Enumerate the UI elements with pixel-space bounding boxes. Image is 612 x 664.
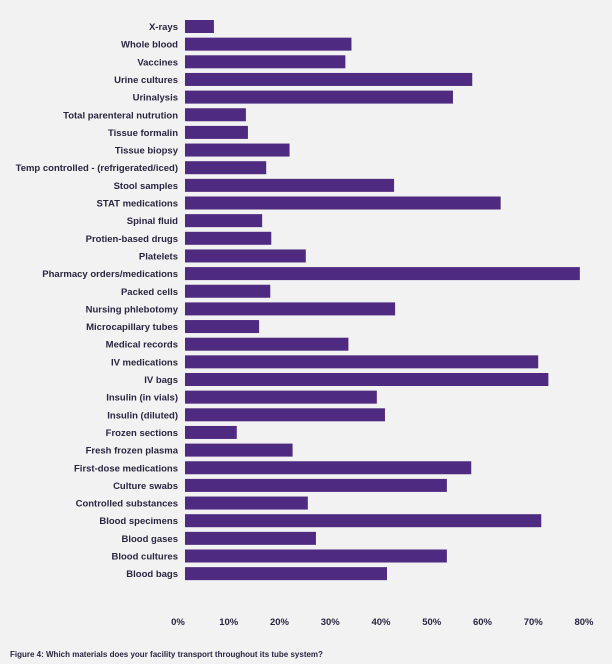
x-tick-label: 20% (270, 617, 290, 628)
category-label: Total parenteral nutrution (63, 110, 178, 121)
category-label: Stool samples (114, 181, 178, 192)
bar (185, 231, 272, 245)
x-tick-label: 0% (171, 617, 185, 628)
bars (185, 20, 580, 581)
bar (185, 37, 352, 51)
figure-caption: Figure 4: Which materials does your faci… (10, 650, 323, 659)
category-label: Urinalysis (133, 93, 178, 104)
x-tick-label: 40% (371, 617, 391, 628)
category-label: Whole blood (121, 40, 178, 51)
bar (185, 567, 387, 581)
category-label: IV medications (111, 357, 178, 368)
bar (185, 320, 260, 334)
bar (185, 90, 453, 104)
category-label: Protien-based drugs (86, 234, 178, 245)
category-label: First-dose medications (74, 463, 178, 474)
category-label: Spinal fluid (127, 216, 178, 227)
bar (185, 196, 501, 210)
category-label: Temp controlled - (refrigerated/iced) (16, 163, 178, 174)
bar (185, 390, 377, 404)
category-label: Frozen sections (106, 428, 178, 439)
category-label: Nursing phlebotomy (86, 304, 179, 315)
category-label: Tissue biopsy (115, 146, 179, 157)
bar (185, 514, 542, 528)
bar (185, 373, 549, 386)
category-label: Pharmacy orders/medications (42, 269, 178, 280)
category-label: IV bags (144, 375, 178, 386)
category-labels: X-rays Whole blood Vaccines Urine cultures U… (16, 22, 179, 580)
bar (185, 496, 308, 510)
x-tick-label: 10% (219, 617, 239, 628)
category-label: X-rays (149, 22, 178, 33)
category-label: STAT medications (97, 199, 178, 210)
category-label: Blood bags (126, 569, 178, 580)
bar (185, 249, 306, 263)
category-label: Medical records (106, 340, 178, 351)
category-label: Blood specimens (99, 516, 178, 527)
bar (185, 55, 346, 69)
x-tick-label: 80% (574, 617, 594, 628)
bar (185, 214, 263, 228)
bar (185, 161, 267, 175)
category-label: Tissue formalin (108, 128, 178, 139)
category-label: Controlled substances (76, 499, 178, 510)
bar (185, 178, 395, 192)
x-tick-label: 60% (473, 617, 493, 628)
x-tick-label: 30% (321, 617, 341, 628)
bar (185, 143, 290, 157)
bar (185, 425, 237, 439)
bar (185, 284, 271, 298)
bar (185, 267, 580, 281)
x-axis-ticks: 0% 10% 20% 30% 40% 50% 60% 70% 80% (171, 617, 594, 628)
category-label: Fresh frozen plasma (86, 446, 179, 457)
bar (185, 20, 214, 33)
bar (185, 478, 447, 492)
category-label: Vaccines (137, 57, 178, 68)
bar (185, 461, 472, 475)
bar (185, 125, 248, 139)
category-label: Insulin (diluted) (107, 410, 178, 421)
bar (185, 72, 473, 86)
bar (185, 302, 396, 316)
x-tick-label: 50% (422, 617, 442, 628)
bar (185, 337, 349, 351)
bar (185, 531, 316, 545)
x-tick-label: 70% (524, 617, 544, 628)
bar (185, 549, 447, 563)
category-label: Microcapillary tubes (86, 322, 178, 333)
bar (185, 408, 385, 422)
bar (185, 443, 293, 457)
category-label: Packed cells (121, 287, 178, 298)
category-label: Blood cultures (111, 552, 178, 563)
bar (185, 108, 246, 122)
category-label: Insulin (in vials) (106, 393, 178, 404)
bar (185, 355, 539, 369)
category-label: Urine cultures (114, 75, 178, 86)
category-label: Blood gases (122, 534, 179, 545)
category-label: Culture swabs (113, 481, 178, 492)
category-label: Platelets (139, 251, 178, 262)
